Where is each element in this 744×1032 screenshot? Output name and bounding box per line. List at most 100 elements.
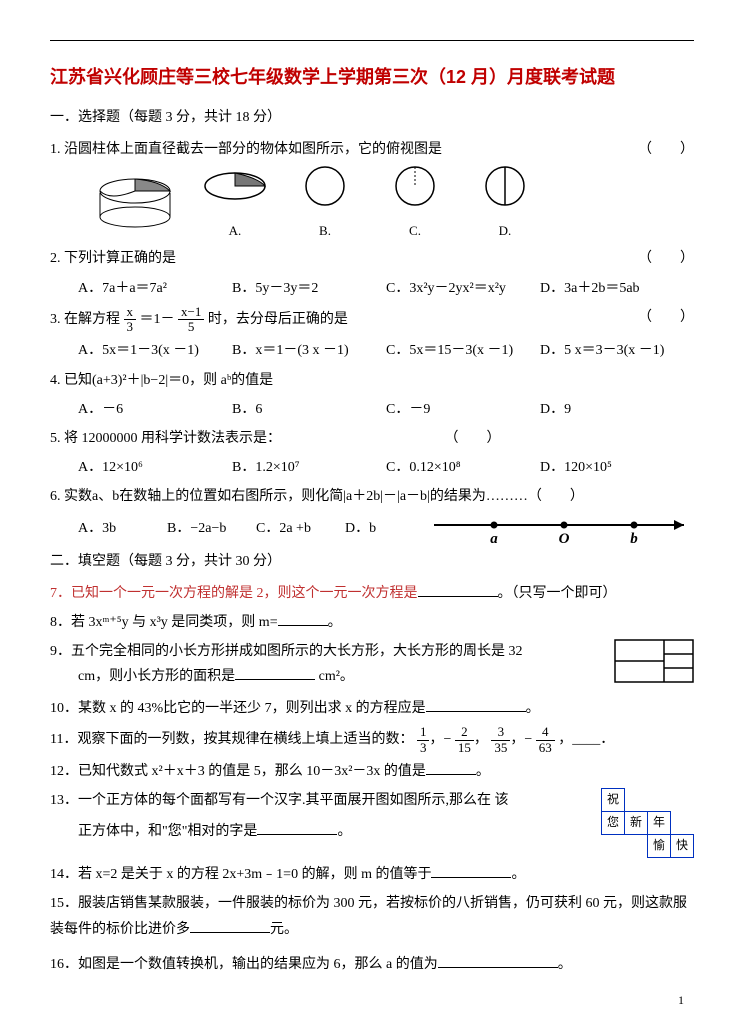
- q1-solid-figure: [90, 173, 180, 242]
- q15-text: 15．服装店销售某款服装，一件服装的标价为 300 元，若按标价的八折销售，仍可…: [50, 896, 687, 936]
- q10-tail: 。: [526, 701, 540, 716]
- q3-paren: （ ）: [638, 305, 694, 330]
- q5-opt-b: B．1.2×10⁷: [232, 455, 386, 480]
- question-5: 5. 将 12000000 用科学计数法表示是： （ ）: [50, 426, 694, 451]
- q4-opt-a: A．－6: [78, 397, 232, 422]
- q3-options: A．5x＝1－3(x －1) B．x＝1－(3 x －1) C．5x＝15－3(…: [78, 338, 694, 363]
- q1-opt-c: C.: [380, 166, 450, 243]
- net-cell: 愉: [648, 835, 671, 858]
- q3-pre: 3. 在解方程: [50, 312, 120, 327]
- q11-text: 11．观察下面的一列数，按其规律在横线上填上适当的数：: [50, 732, 413, 747]
- q9-blank: [235, 665, 315, 680]
- q9-text-a: 9．五个完全相同的小长方形拼成如图所示的大长方形，大长方形的周长是 32: [50, 644, 523, 659]
- q7-blank: [418, 582, 498, 597]
- q11-f2: 215: [455, 725, 474, 755]
- q6-opt-d: D．b: [345, 516, 434, 541]
- question-10: 10．某数 x 的 43%比它的一半还少 7，则列出求 x 的方程应是 。: [50, 696, 694, 721]
- q6-options: A．3b B．−2a−b C．2a +b D．b: [78, 516, 434, 541]
- q8-tail: 。: [328, 615, 342, 630]
- q12-text: 12．已知代数式 x²＋x＋3 的值是 5，那么 10－3x²－3x 的值是: [50, 764, 426, 779]
- q13-tail: 。: [337, 824, 351, 839]
- section-1-head: 一．选择题（每题 3 分，共计 18 分）: [50, 105, 694, 130]
- question-8: 8．若 3xᵐ⁺⁵y 与 x³y 是同类项，则 m= 。: [50, 610, 694, 635]
- q9-tail: cm²。: [315, 669, 354, 684]
- cube-net-figure: 祝 您新年 愉快: [601, 788, 694, 858]
- q3-frac1: x3: [124, 305, 137, 335]
- q9-text-b: cm，则小长方形的面积是: [78, 669, 235, 684]
- q1-opt-d: D.: [470, 166, 540, 243]
- q15-tail: 元。: [270, 922, 298, 937]
- q13-text-a: 13．一个正方体的每个面都写有一个汉字.其平面展开图如图所示,那么在 该: [50, 793, 509, 808]
- q2-opt-b: B．5y－3y＝2: [232, 276, 386, 301]
- q3-opt-a: A．5x＝1－3(x －1): [78, 338, 232, 363]
- q8-blank: [278, 611, 328, 626]
- q3-post: 时，去分母后正确的是: [208, 312, 348, 327]
- q2-opt-a: A．7a＋a＝7a²: [78, 276, 232, 301]
- question-14: 14．若 x=2 是关于 x 的方程 2x+3m﹣1=0 的解，则 m 的值等于…: [50, 862, 694, 887]
- page-number: 1: [678, 990, 684, 1012]
- question-11: 11．观察下面的一列数，按其规律在横线上填上适当的数： 13，− 215， 33…: [50, 725, 694, 755]
- q14-text: 14．若 x=2 是关于 x 的方程 2x+3m﹣1=0 的解，则 m 的值等于: [50, 867, 431, 882]
- q10-text: 10．某数 x 的 43%比它的一半还少 7，则列出求 x 的方程应是: [50, 701, 426, 716]
- q16-text: 16．如图是一个数值转换机，输出的结果应为 6，那么 a 的值为: [50, 957, 438, 972]
- q14-tail: 。: [511, 867, 525, 882]
- net-cell: 新: [625, 812, 648, 835]
- svg-text:a: a: [490, 531, 498, 545]
- q11-f4: 463: [536, 725, 555, 755]
- q6-opt-c: C．2a +b: [256, 516, 345, 541]
- question-3: 3. 在解方程 x3 ＝1－ x−15 时，去分母后正确的是 （ ）: [50, 305, 694, 335]
- exam-title: 江苏省兴化顾庄等三校七年级数学上学期第三次（12 月）月度联考试题: [50, 61, 694, 93]
- question-2: 2. 下列计算正确的是 （ ）: [50, 246, 694, 271]
- question-13: 祝 您新年 愉快 13．一个正方体的每个面都写有一个汉字.其平面展开图如图所示,…: [50, 788, 694, 858]
- question-4: 4. 已知(a+3)²＋|b−2|＝0，则 aᵇ的值是: [50, 368, 694, 393]
- q5-text: 5. 将 12000000 用科学计数法表示是：: [50, 431, 281, 446]
- q4-opt-d: D．9: [540, 397, 694, 422]
- question-16: 16．如图是一个数值转换机，输出的结果应为 6，那么 a 的值为 。: [50, 952, 694, 977]
- q2-options: A．7a＋a＝7a² B．5y－3y＝2 C．3x²y－2yx²＝x²y D．3…: [78, 276, 694, 301]
- q5-opt-a: A．12×10⁶: [78, 455, 232, 480]
- question-7: 7．已知一个一元一次方程的解是 2，则这个一元一次方程是 。（只写一个即可）: [50, 581, 694, 606]
- q3-mid: ＝1－: [140, 312, 175, 327]
- q11-f1: 13: [417, 725, 430, 755]
- question-12: 12．已知代数式 x²＋x＋3 的值是 5，那么 10－3x²－3x 的值是 。: [50, 759, 694, 784]
- q11-tail: ，____．: [558, 732, 614, 747]
- net-cell: 快: [671, 835, 694, 858]
- q2-opt-c: C．3x²y－2yx²＝x²y: [386, 276, 540, 301]
- q2-opt-d: D．3a＋2b＝5ab: [540, 276, 694, 301]
- top-rule: [50, 40, 694, 41]
- q4-options: A．－6 B．6 C．－9 D．9: [78, 397, 694, 422]
- q7-tail: 。（只写一个即可）: [498, 586, 617, 601]
- net-cell: 年: [648, 812, 671, 835]
- q13-text-b: 正方体中，和"您"相对的字是: [78, 824, 257, 839]
- question-15: 15．服装店销售某款服装，一件服装的标价为 300 元，若按标价的八折销售，仍可…: [50, 891, 694, 941]
- q5-options: A．12×10⁶ B．1.2×10⁷ C．0.12×10⁸ D．120×10⁵: [78, 455, 694, 480]
- q11-f3: 335: [491, 725, 510, 755]
- section-2-head: 二．填空题（每题 3 分，共计 30 分）: [50, 549, 694, 574]
- question-1: 1. 沿圆柱体上面直径截去一部分的物体如图所示，它的俯视图是 （ ）: [50, 137, 694, 162]
- q2-paren: （ ）: [638, 246, 694, 271]
- q8-text: 8．若 3xᵐ⁺⁵y 与 x³y 是同类项，则 m=: [50, 615, 278, 630]
- question-9: 9．五个完全相同的小长方形拼成如图所示的大长方形，大长方形的周长是 32 cm，…: [50, 639, 694, 692]
- q1-figures: A. B. C. D.: [90, 166, 694, 243]
- question-6: 6. 实数a、b在数轴上的位置如右图所示，则化简|a＋2b|－|a－b|的结果为…: [50, 484, 694, 509]
- q16-blank: [438, 953, 558, 968]
- q16-tail: 。: [558, 957, 572, 972]
- number-line-figure: a O b: [434, 513, 694, 543]
- svg-text:b: b: [630, 531, 638, 545]
- q7-text: 7．已知一个一元一次方程的解是 2，则这个一元一次方程是: [50, 586, 418, 601]
- q13-blank: [257, 820, 337, 835]
- q10-blank: [426, 697, 526, 712]
- q1-paren: （ ）: [638, 137, 694, 162]
- net-cell: 您: [602, 812, 625, 835]
- q4-opt-b: B．6: [232, 397, 386, 422]
- q3-opt-b: B．x＝1－(3 x －1): [232, 338, 386, 363]
- q1-text: 1. 沿圆柱体上面直径截去一部分的物体如图所示，它的俯视图是: [50, 142, 442, 157]
- q3-frac2: x−15: [178, 305, 204, 335]
- q3-opt-d: D．5 x＝3－3(x －1): [540, 338, 694, 363]
- q6-opt-b: B．−2a−b: [167, 516, 256, 541]
- q5-opt-d: D．120×10⁵: [540, 455, 694, 480]
- q4-opt-c: C．－9: [386, 397, 540, 422]
- q14-blank: [431, 863, 511, 878]
- q12-tail: 。: [476, 764, 490, 779]
- q2-text: 2. 下列计算正确的是: [50, 251, 176, 266]
